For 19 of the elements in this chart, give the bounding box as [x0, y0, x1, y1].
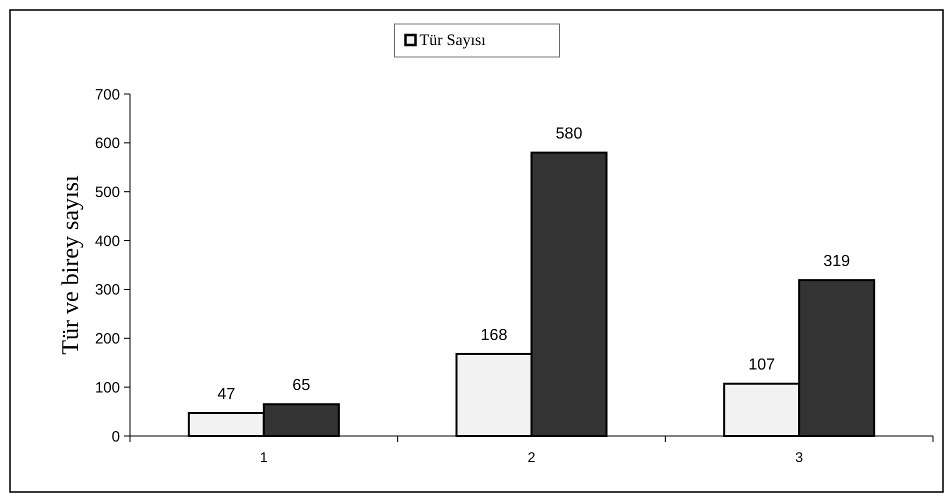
y-tick-label: 0	[112, 428, 120, 446]
data-label: 47	[217, 386, 236, 404]
y-tick-label: 200	[94, 330, 120, 348]
y-tick-label: 500	[94, 184, 120, 201]
data-label: 65	[292, 377, 310, 394]
x-tick-label: 2	[528, 449, 536, 465]
y-tick-label: 700	[94, 86, 120, 104]
data-label: 107	[748, 356, 776, 374]
data-label: 580	[556, 126, 582, 143]
y-axis-title: Tür ve birey sayısı	[58, 175, 84, 355]
data-label: 319	[823, 253, 850, 270]
legend-label: Tür Sayısı	[420, 32, 486, 49]
y-tick-label: 600	[94, 135, 120, 152]
x-tick-label: 3	[795, 449, 804, 465]
y-tick-label: 400	[94, 232, 120, 250]
y-tick-label: 300	[94, 282, 120, 299]
x-tick-label: 1	[260, 449, 268, 465]
y-tick-label: 100	[94, 379, 120, 396]
data-label: 168	[480, 326, 508, 344]
